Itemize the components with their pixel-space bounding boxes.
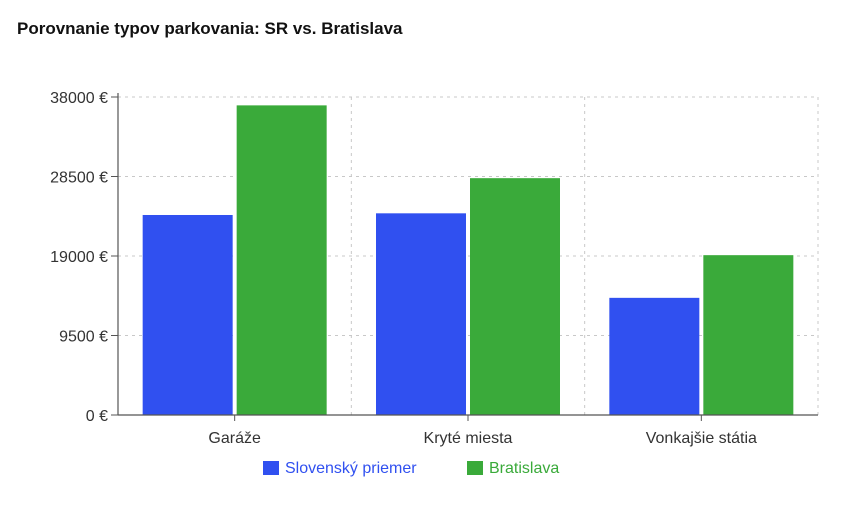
bars <box>142 105 794 416</box>
y-tick-label: 0 € <box>86 408 108 425</box>
legend-swatch <box>263 461 279 475</box>
chart-title: Porovnanie typov parkovania: SR vs. Brat… <box>17 19 403 38</box>
x-axis-ticks: Garáže Kryté miesta Vonkajšie státia <box>208 415 757 447</box>
y-tick-label: 38000 € <box>50 90 108 107</box>
y-tick-label: 28500 € <box>50 170 108 187</box>
bar-sr-2 <box>609 297 700 415</box>
x-tick-label: Vonkajšie státia <box>646 430 757 447</box>
y-tick-label: 19000 € <box>50 249 108 266</box>
legend-swatch <box>467 461 483 475</box>
bar-ba-0 <box>236 105 327 416</box>
x-tick-label: Garáže <box>208 430 261 447</box>
bar-ba-1 <box>470 178 560 415</box>
bar-sr-1 <box>376 213 466 415</box>
y-axis-ticks: 0 € 9500 € 19000 € 28500 € 38000 € <box>50 90 118 425</box>
legend: Slovenský priemer Bratislava <box>263 460 559 477</box>
legend-label: Bratislava <box>489 460 559 477</box>
y-tick-label: 9500 € <box>59 329 108 346</box>
legend-label: Slovenský priemer <box>285 460 417 477</box>
bar-ba-2 <box>703 255 794 415</box>
grid-lines <box>118 96 819 415</box>
x-tick-label: Kryté miesta <box>424 430 513 447</box>
bar-sr-0 <box>142 214 233 415</box>
